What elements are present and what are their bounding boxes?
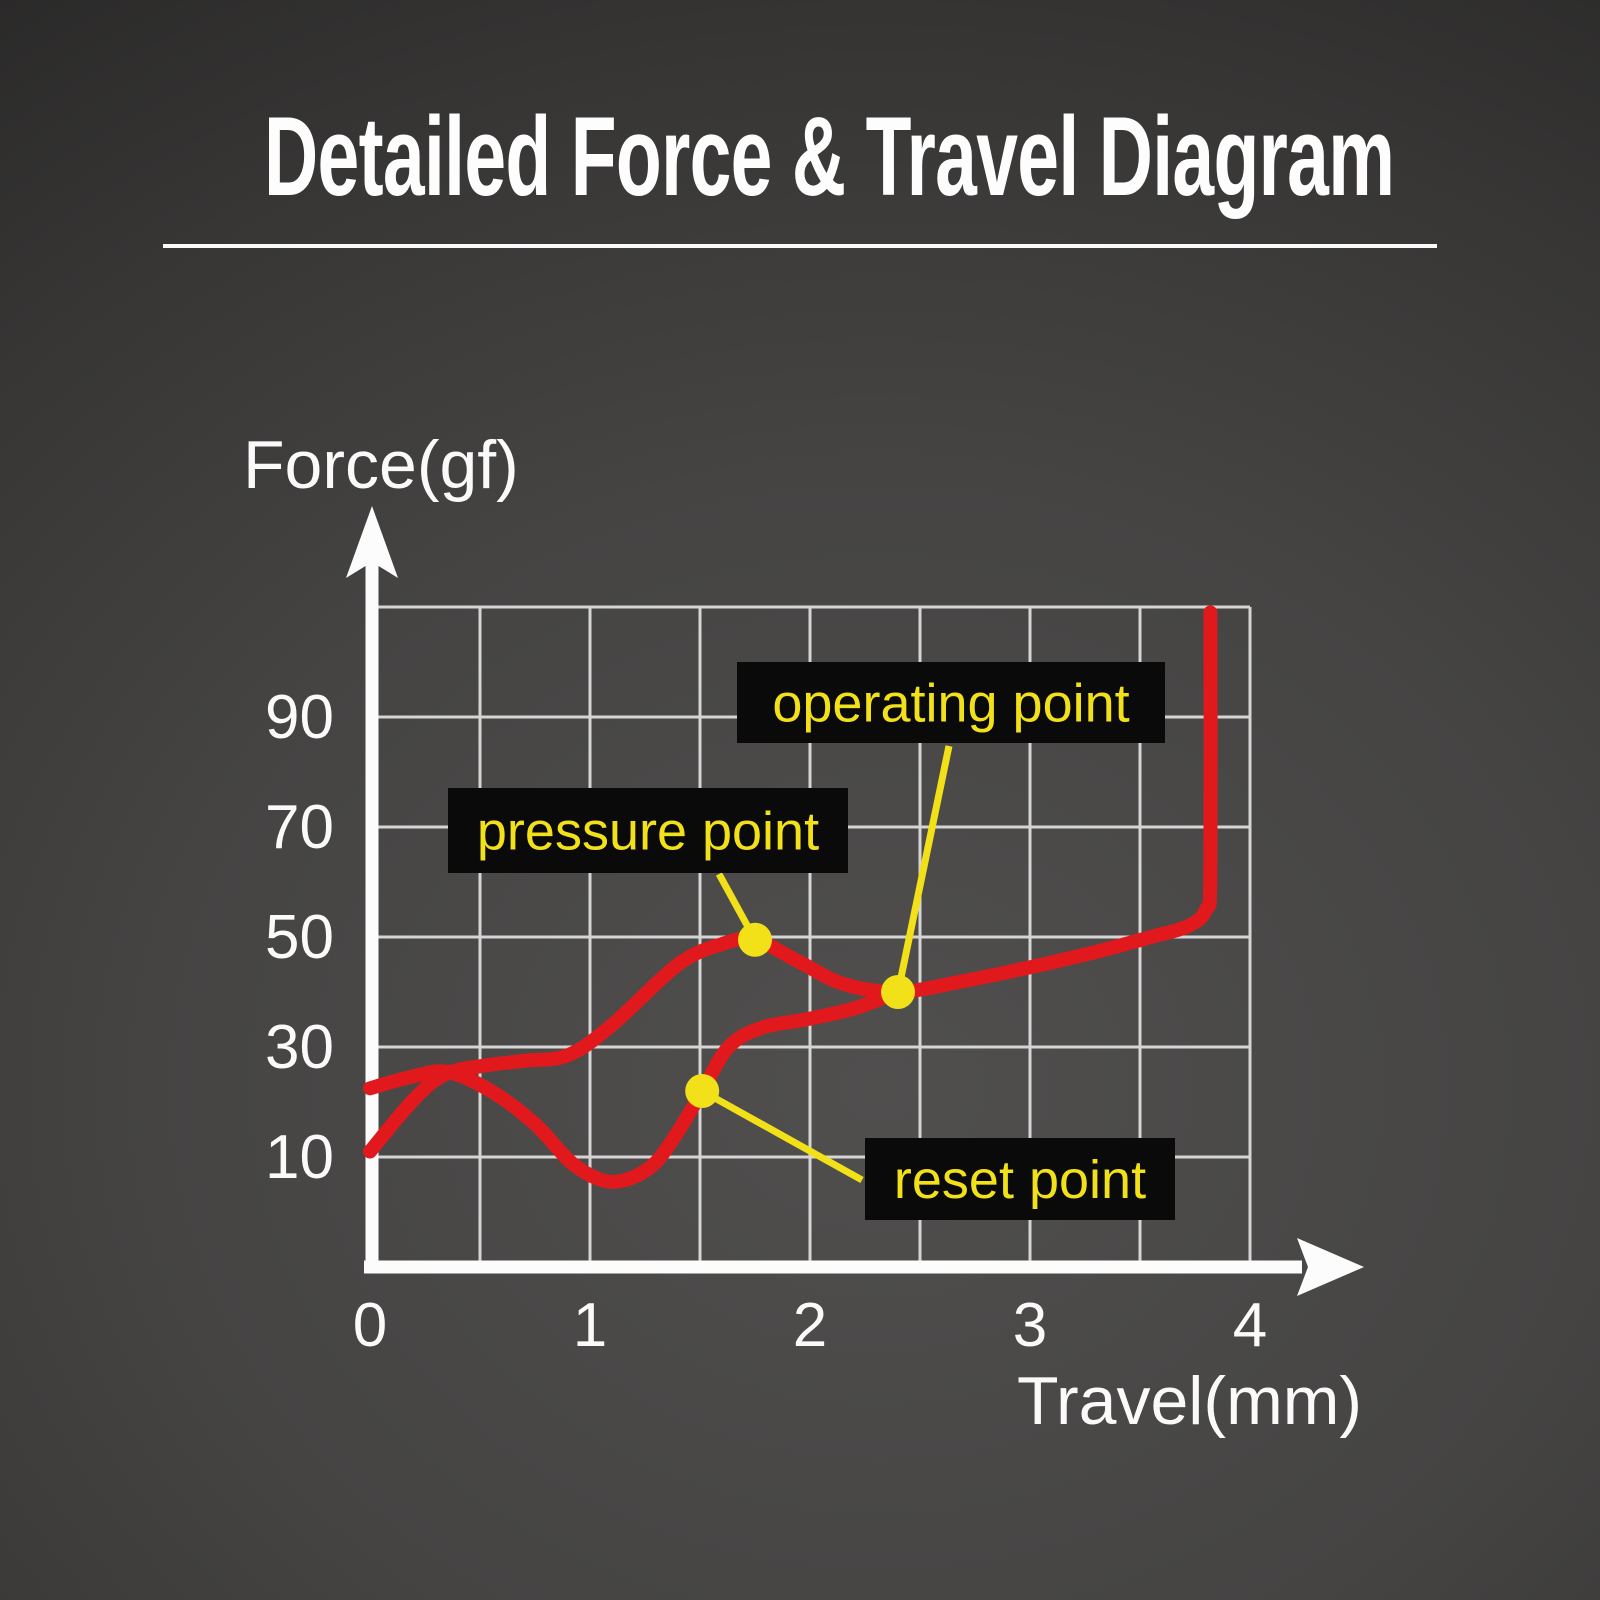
y-tick-label: 70 xyxy=(265,793,334,862)
y-tick-label: 90 xyxy=(265,683,334,752)
annotations: operating point pressure point reset point xyxy=(448,662,1175,1220)
x-tick-label: 3 xyxy=(1013,1291,1047,1360)
axis-titles: Force(gf) Travel(mm) xyxy=(243,427,1362,1439)
press-curve xyxy=(363,605,1218,1159)
x-tick-label: 0 xyxy=(353,1291,387,1360)
y-tick-label: 30 xyxy=(265,1013,334,1082)
pressure-label: pressure point xyxy=(477,802,819,862)
operating-label: operating point xyxy=(772,674,1129,734)
x-axis-arrowhead-icon xyxy=(1297,1238,1364,1296)
x-axis-title: Travel(mm) xyxy=(1017,1363,1362,1439)
x-tick-label: 4 xyxy=(1233,1291,1267,1360)
title-underline xyxy=(163,244,1437,248)
pressure-point-dot xyxy=(738,922,772,957)
y-tick-label: 10 xyxy=(265,1123,334,1192)
operating-point-dot xyxy=(881,975,915,1009)
pressure-label-box xyxy=(448,788,848,873)
reset-label-box xyxy=(865,1138,1175,1220)
y-axis-arrowhead-icon xyxy=(346,506,398,578)
y-tick-label: 50 xyxy=(265,903,334,972)
page-title: Detailed Force & Travel Diagram xyxy=(264,94,1395,219)
x-tick-label: 2 xyxy=(793,1291,827,1360)
operating-label-box xyxy=(737,662,1165,743)
x-tick-label: 1 xyxy=(573,1291,607,1360)
y-axis-title: Force(gf) xyxy=(243,427,519,503)
reset-leader-line xyxy=(700,1087,864,1184)
operating-leader-line xyxy=(894,745,953,993)
reset-point-dot xyxy=(685,1074,720,1108)
reset-label: reset point xyxy=(894,1150,1146,1210)
tick-labels: 10 30 50 70 90 0 1 2 3 4 xyxy=(265,683,1267,1360)
